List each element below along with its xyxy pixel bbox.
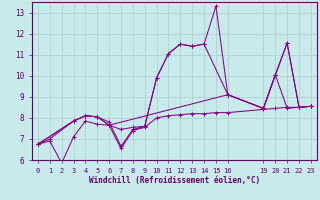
X-axis label: Windchill (Refroidissement éolien,°C): Windchill (Refroidissement éolien,°C): [89, 176, 260, 185]
